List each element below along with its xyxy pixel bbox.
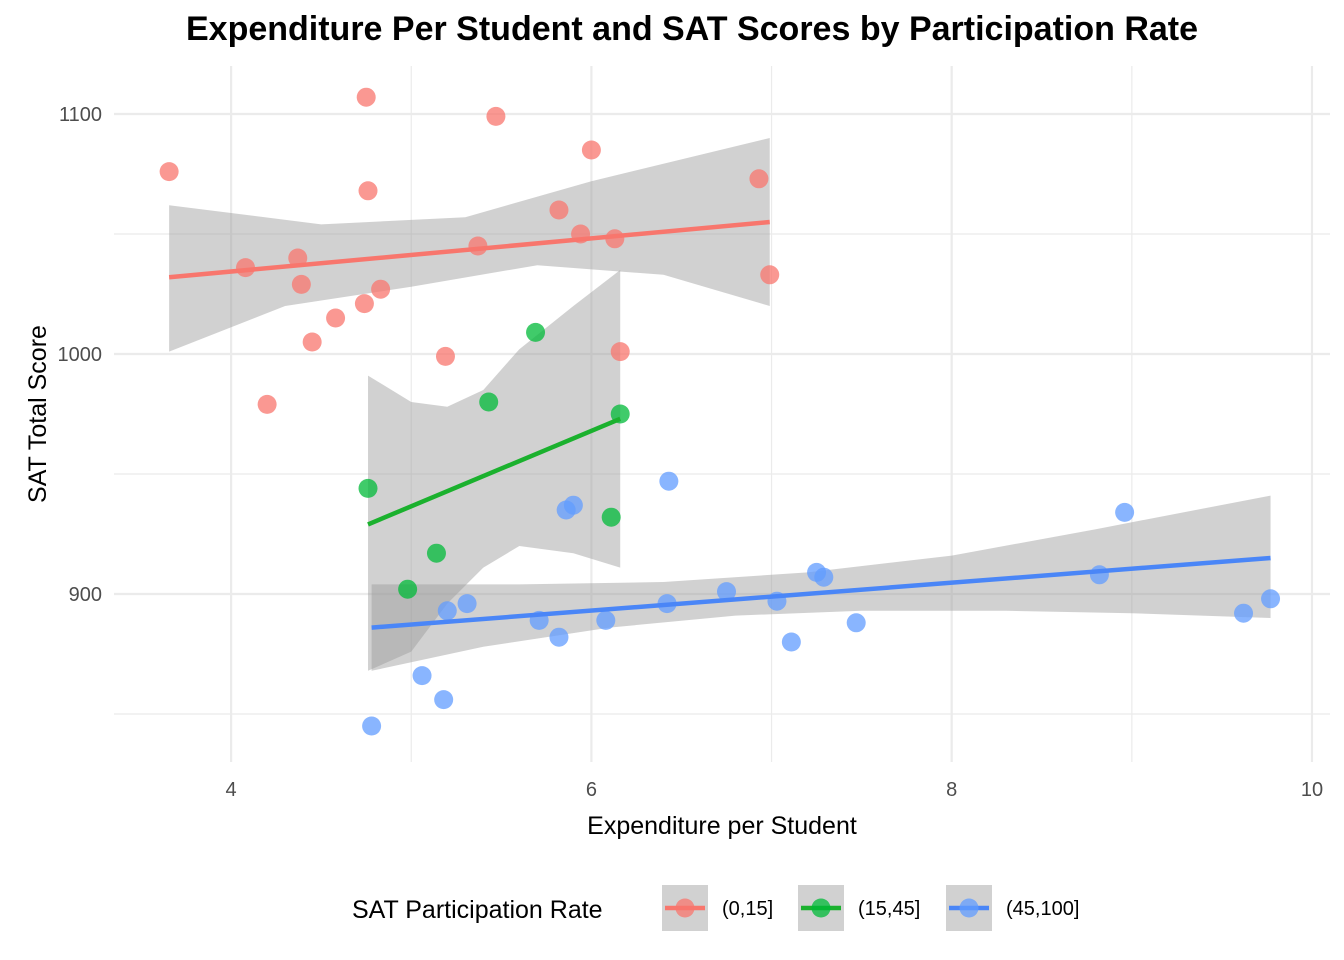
data-point-0-15 [159,162,179,182]
legend-label-45-100: (45,100] [1006,898,1079,920]
x-tick-label: 4 [226,779,237,801]
data-point-0-15 [356,87,376,107]
data-point-0-15 [610,342,630,362]
legend-point-45-100 [959,898,979,918]
fit-line-0-15 [168,219,770,280]
data-point-45-100 [563,495,583,515]
data-point-45-100 [362,716,382,736]
x-axis-title: Expenditure per Student [587,812,857,840]
data-point-45-100 [412,666,432,686]
data-point-45-100 [781,632,801,652]
y-tick-label: 900 [69,584,102,606]
fit-lines [168,219,1271,630]
data-point-45-100 [1261,589,1281,609]
tick-labels: 4 6 8 10 900 1000 1100 [58,104,1324,801]
data-point-45-100 [1089,565,1109,585]
data-point-0-15 [326,308,346,328]
x-tick-label: 10 [1301,779,1323,801]
data-point-15-45 [601,507,621,527]
data-point-0-15 [371,279,391,299]
data-point-45-100 [434,690,454,710]
data-point-0-15 [354,294,374,314]
fit-line-45-100 [371,555,1271,630]
data-point-45-100 [457,594,477,614]
data-point-45-100 [846,613,866,633]
data-point-0-15 [435,346,455,366]
data-point-45-100 [1115,502,1135,522]
legend-label-15-45: (15,45] [858,898,920,920]
data-point-45-100 [1234,603,1254,623]
data-point-15-45 [358,478,378,498]
data-point-15-45 [398,579,418,599]
data-point-45-100 [717,582,737,602]
data-point-45-100 [814,567,834,587]
legend-label-0-15: (0,15] [722,898,773,920]
fit-line-15-45 [367,416,622,527]
data-point-0-15 [302,332,322,352]
data-point-45-100 [549,627,569,647]
y-tick-label: 1100 [59,104,102,126]
x-tick-label: 6 [586,779,597,801]
data-point-15-45 [426,543,446,563]
data-point-45-100 [596,610,616,630]
chart-title: Expenditure Per Student and SAT Scores b… [185,10,1199,48]
data-point-0-15 [257,394,277,414]
data-point-45-100 [659,471,679,491]
data-point-0-15 [581,140,601,160]
legend-title: SAT Participation Rate [352,896,603,924]
x-tick-label: 8 [946,779,957,801]
legend-point-0-15 [675,898,695,918]
y-tick-label: 1000 [58,344,103,366]
data-point-0-15 [749,169,769,189]
legend: SAT Participation Rate (0,15] (15,45] (45,… [352,885,1079,931]
data-point-0-15 [358,181,378,201]
data-point-15-45 [526,322,546,342]
legend-point-15-45 [811,898,831,918]
data-point-0-15 [549,200,569,220]
data-point-0-15 [760,265,780,285]
y-axis-title: SAT Total Score [24,325,52,503]
data-point-0-15 [486,106,506,126]
grid-lines [114,66,1330,762]
data-point-0-15 [291,274,311,294]
data-point-45-100 [437,601,457,621]
data-point-15-45 [479,392,499,412]
